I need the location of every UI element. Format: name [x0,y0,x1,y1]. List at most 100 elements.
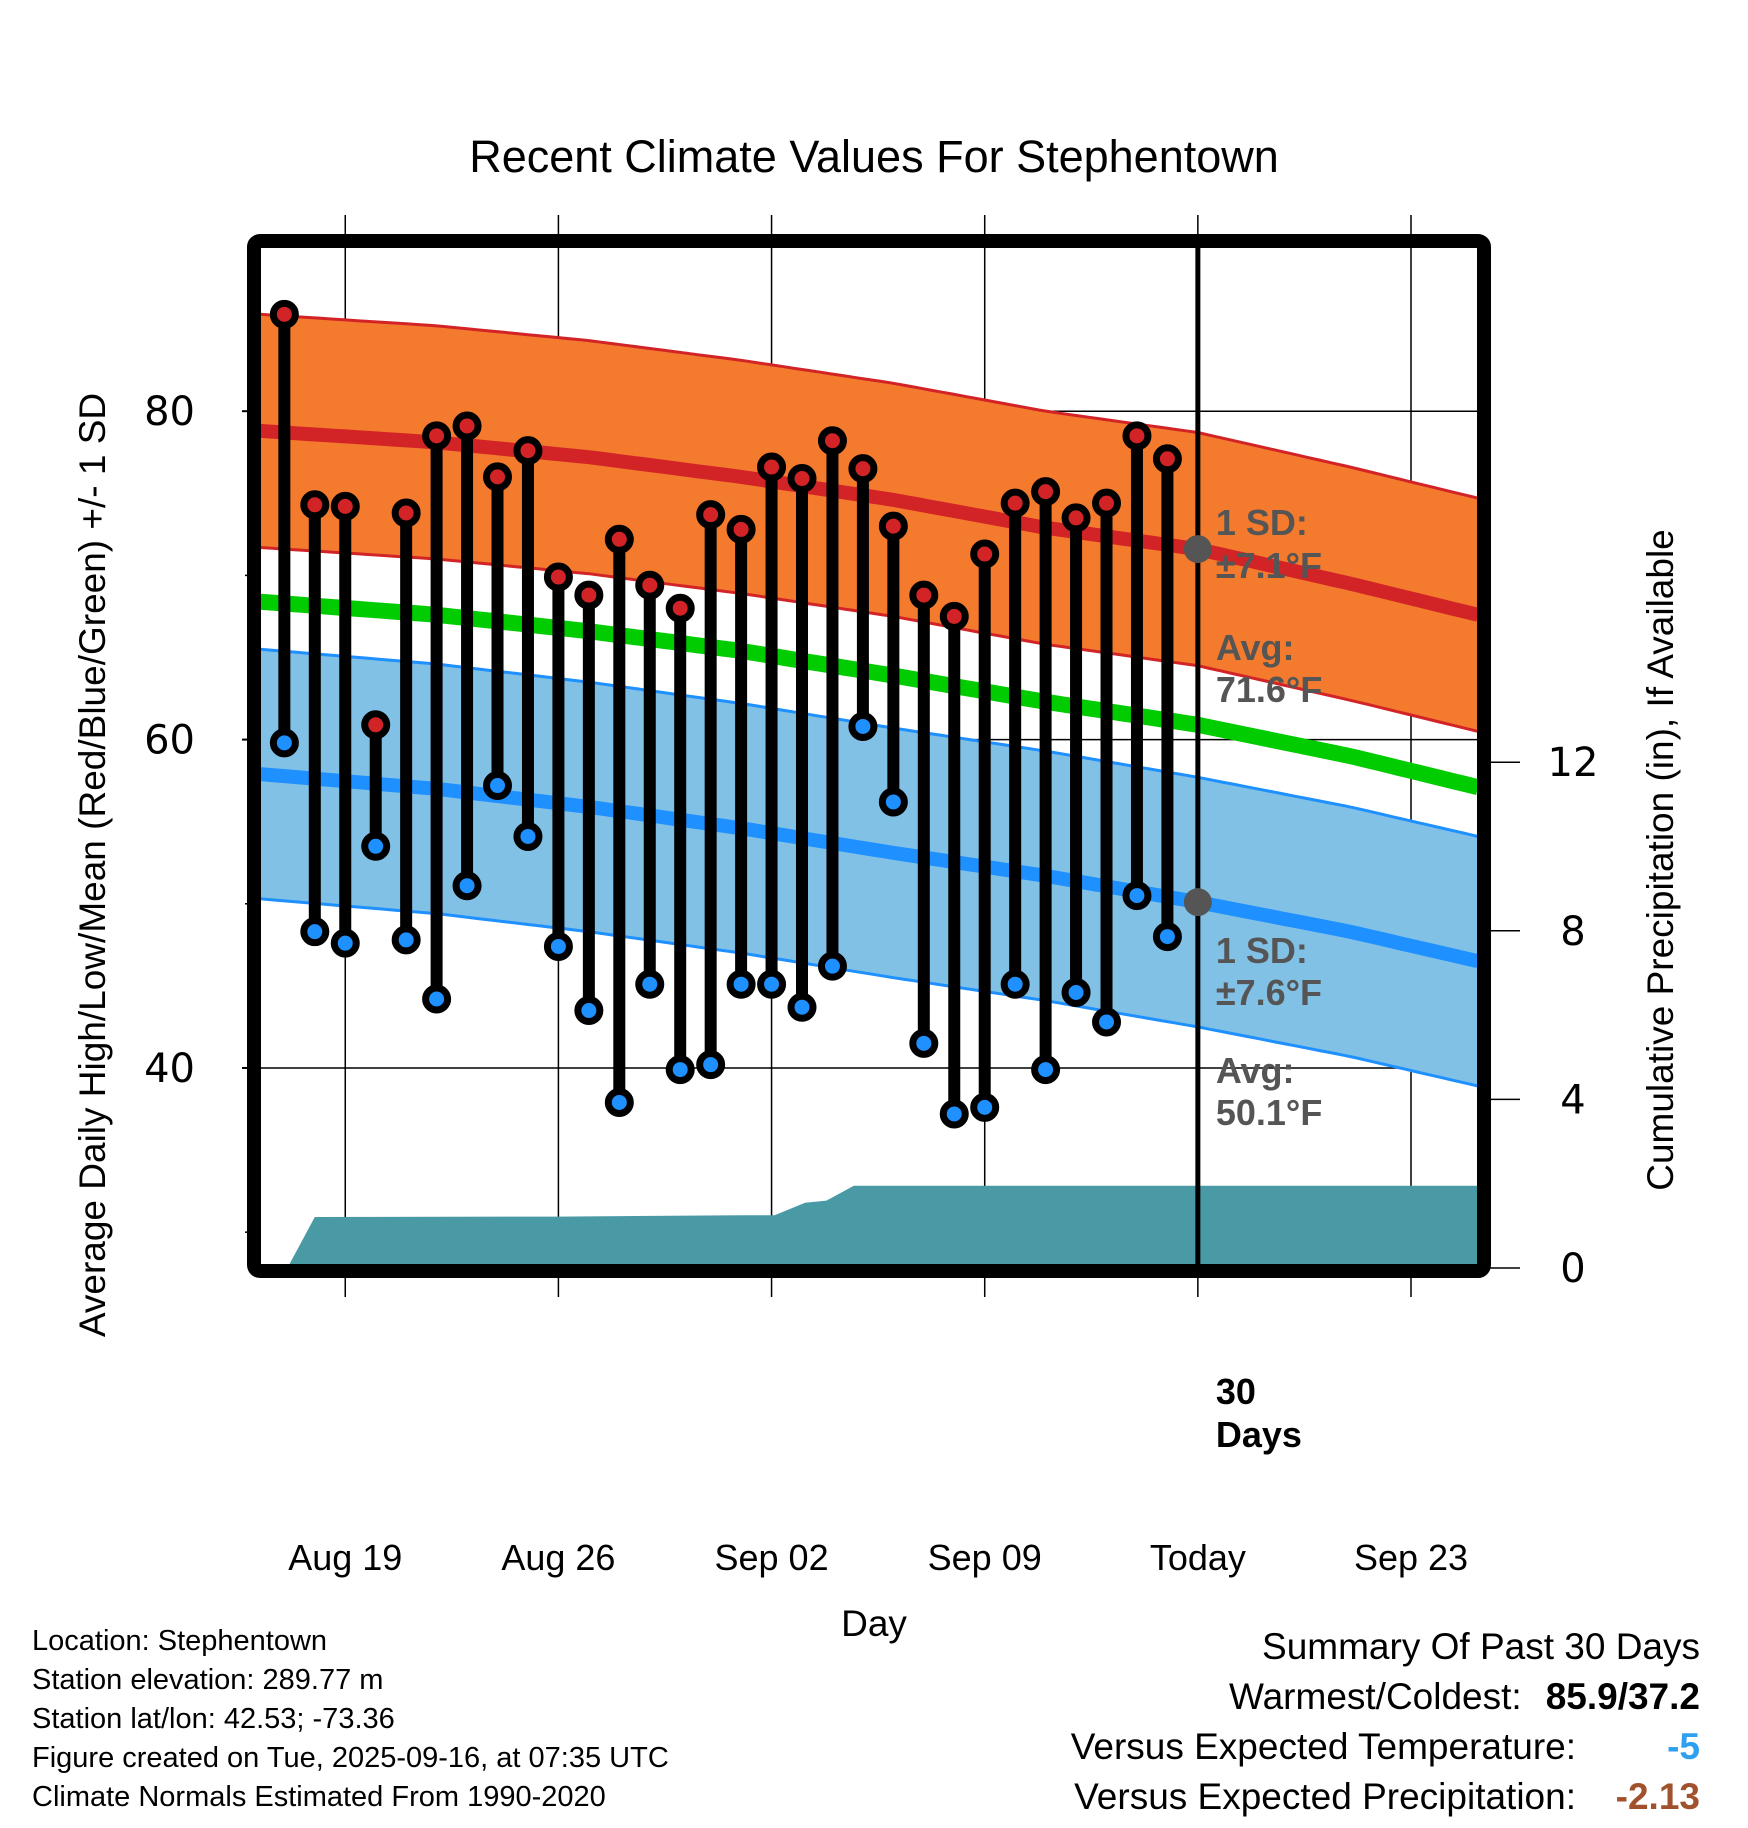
precip-area [289,1185,1478,1265]
low-point [269,728,299,758]
low-point [757,969,787,999]
x-tick-label: Sep 09 [928,1537,1042,1578]
annotation-high-sd: 1 SD: [1216,502,1308,543]
low-point [574,996,604,1025]
y-right-tick-label: 4 [1560,1077,1585,1123]
created-text: Figure created on Tue, 2025-09-16, at 07… [32,1742,669,1774]
y-right-tick-label: 12 [1548,740,1599,786]
high-point [1031,477,1061,507]
low-point [391,925,421,955]
high-point [817,426,847,456]
latlon-text: Station lat/lon: 42.53; -73.36 [32,1703,395,1735]
low-point [543,931,573,961]
x-tick-label: Sep 23 [1354,1537,1468,1578]
high-point [970,539,1000,569]
y-tick-label: 40 [144,1046,195,1092]
high-point [757,452,787,482]
low-point [330,928,360,958]
high-point [878,511,908,541]
low-point [604,1087,634,1117]
chart-title: Recent Climate Values For Stephentown [469,131,1279,182]
high-point [391,498,421,528]
y-right-tick-label: 8 [1560,909,1585,955]
high-point [574,580,604,610]
low-point [665,1055,695,1085]
temp-anomaly-label: Versus Expected Temperature: [1070,1726,1576,1767]
high-point [848,454,878,484]
low-point [300,917,330,947]
elevation-text: Station elevation: 289.77 m [32,1664,384,1696]
y-tick-label: 60 [144,718,195,764]
high-point [1000,488,1030,518]
high-point [361,710,391,740]
annotation-low-sd: 1 SD: [1216,930,1308,971]
high-point [543,562,573,592]
y-axis-label-left: Average Daily High/Low/Mean (Red/Blue/Gr… [72,393,113,1337]
x-tick-label: Today [1150,1537,1246,1578]
low-point [1092,1007,1122,1037]
high-sd-band [260,314,1478,732]
low-point [787,992,817,1022]
high-point [909,580,939,610]
high-point [483,462,513,492]
low-point [452,871,482,901]
x-tick-label: Aug 26 [501,1537,615,1578]
x-axis-label: Day [841,1603,907,1644]
x-tick-label: Sep 02 [715,1537,829,1578]
y-right-tick-label: 0 [1560,1246,1585,1292]
precip-anomaly-value: -2.13 [1615,1776,1700,1817]
annotation-precip-window: Days [1216,1414,1302,1455]
high-point [635,570,665,600]
plot-frame [247,234,1491,1278]
low-point [909,1028,939,1058]
low-point [1122,881,1152,911]
high-point [452,411,482,441]
high-point [1122,421,1152,451]
y-tick-label: 80 [144,389,195,435]
low-point [483,771,513,801]
high-point [1092,488,1122,518]
low-point [817,951,847,981]
low-point [696,1050,726,1080]
low-point [1000,969,1030,999]
high-point [726,514,756,544]
summary-heading: Summary Of Past 30 Days [1262,1626,1700,1667]
annotation-low-avg: Avg: [1216,1050,1295,1091]
high-point [422,421,452,451]
low-point [635,969,665,999]
temp-anomaly-value: -5 [1667,1726,1700,1767]
low-point [361,831,391,861]
warmest-coldest-value: 85.9/37.2 [1545,1676,1700,1717]
high-sd-upper [260,312,1478,500]
high-point [696,500,726,530]
high-point [1061,503,1091,533]
low-point [878,787,908,817]
high-point [330,491,360,521]
high-point [513,436,543,466]
summary-panel: Summary Of Past 30 Days Warmest/Coldest:… [1071,1622,1700,1822]
location-text: Location: Stephentown [32,1625,328,1657]
low-point [1061,977,1091,1007]
high-point [300,490,330,520]
today-high-avg-marker [1183,535,1212,564]
low-sd-band [260,649,1478,1086]
low-point [939,1099,969,1129]
today-low-avg-marker [1183,888,1212,917]
annotation-precip-window: 30 [1216,1371,1256,1412]
normals-text: Climate Normals Estimated From 1990-2020 [32,1781,606,1813]
annotation-low-avg: 50.1°F [1216,1092,1322,1133]
low-point [848,711,878,741]
high-point [1152,444,1182,474]
low-point [513,821,543,851]
y-axis-label-right: Cumulative Precipitation (in), If Availa… [1640,529,1681,1191]
high-point [269,299,299,329]
station-info: Location: Stephentown Station elevation:… [32,1622,669,1817]
low-point [422,984,452,1014]
low-point [970,1092,1000,1122]
low-point [1031,1055,1061,1085]
high-point [787,464,817,494]
annotation-high-avg: 71.6°F [1216,669,1322,710]
high-point [604,524,634,554]
precip-anomaly-label: Versus Expected Precipitation: [1074,1776,1576,1817]
high-point [939,601,969,631]
